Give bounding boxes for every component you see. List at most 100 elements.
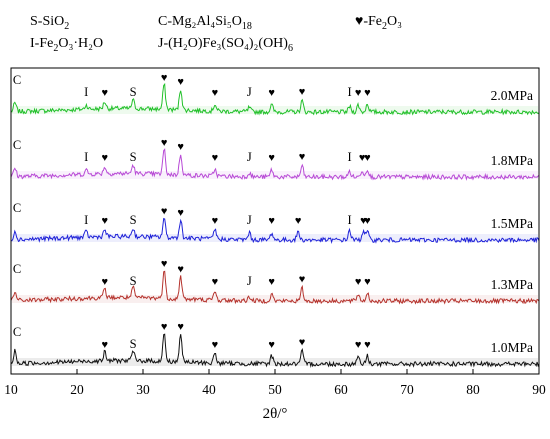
peak-marker-heart: ♥ [101,152,108,164]
peak-marker-heart: ♥ [299,151,306,163]
legend-entry: S-SiO2 [30,14,69,32]
legend-formula: -Mg₂Al₄Si₅O [167,14,242,29]
peak-marker-heart: ♥ [359,152,366,164]
series-1.3MPa: C♥ S♥ ♥♥ J ♥ ♥ ♥ ♥ 1.3MPa [10,258,540,305]
peak-label: I [347,150,351,164]
peak-marker-heart: ♥ [177,76,184,88]
legend-entry: C-Mg₂Al₄Si₅O18 [158,14,252,32]
series-band [12,295,538,303]
series-1.5MPa: CI ♥ S♥ ♥♥ J ♥ ♥ I ♥♥ 1.5MPa [11,201,540,244]
legend-subscript: 2 [382,21,387,32]
legend-formula: -SiO [38,14,64,29]
peak-marker-heart: ♥ [177,141,184,153]
peak-label: J [247,213,252,227]
peak-marker-heart: ♥ [268,215,275,227]
peak-marker-heart: ♥ [177,264,184,276]
peak-label: C [13,262,21,276]
legend-symbol: J [158,36,164,51]
peak-marker-heart: ♥ [101,215,108,227]
series-line [10,270,540,305]
peak-marker-heart: ♥ [212,152,219,164]
peak-marker-heart: ♥ [177,207,184,219]
legend-symbol: S [30,14,38,29]
x-tick-label: 70 [400,382,414,397]
peak-marker-heart: ♥ [360,215,367,227]
series-pressure-label: 1.8MPa [491,153,533,168]
legend-subscript: 18 [242,21,252,32]
series-pressure-label: 1.0MPa [491,340,533,355]
peak-label: S [130,150,137,164]
peak-marker-heart: ♥ [364,215,371,227]
peak-label: I [347,213,351,227]
peak-label: I [84,150,88,164]
peak-marker-heart: ♥ [364,152,371,164]
x-tick-label: 80 [466,382,480,397]
series-line [11,217,540,244]
peak-label: C [13,73,21,87]
x-axis-ticks: 10 20 30 40 50 60 70 80 90 [4,369,546,397]
legend: S-SiO2I-Fe2O₃·H₂OC-Mg₂Al₄Si₅O18J-(H₂O)Fe… [30,14,402,54]
x-tick-label: 20 [70,382,84,397]
x-tick-label: 50 [268,382,282,397]
peak-marker-heart: ♥ [299,86,306,98]
peak-label: S [130,337,137,351]
series-2.0MPa: CI ♥ S♥ ♥♥ J ♥ ♥ I ♥ ♥ 2.0MPa [10,72,540,116]
peak-label: S [130,213,137,227]
peak-label: C [13,325,21,339]
x-tick-label: 90 [532,382,546,397]
peak-marker-heart: ♥ [268,87,275,99]
legend-symbol: C [158,14,167,29]
peak-marker-heart: ♥ [268,339,275,351]
peak-marker-heart: ♥ [161,321,168,333]
peak-marker-heart: ♥ [101,339,108,351]
peak-marker-heart: ♥ [355,87,362,99]
peak-marker-heart: ♥ [161,72,168,84]
peak-marker-heart: ♥ [101,87,108,99]
series-band [12,171,538,179]
peak-marker-heart: ♥ [161,137,168,149]
series-line [10,333,540,368]
x-tick-label: 30 [136,382,150,397]
series-line [10,82,540,116]
x-tick-label: 60 [334,382,348,397]
legend-formula: -Fe [363,14,382,29]
legend-formula-tail: O₃·H₂O [58,36,103,51]
peak-marker-heart: ♥ [101,276,108,288]
series-pressure-label: 1.3MPa [491,277,533,292]
legend-formula-tail: O₃ [387,14,402,29]
peak-marker-heart: ♥ [299,273,306,285]
legend-formula: -(H₂O)Fe₃(SO₄)₂(OH) [163,36,288,51]
peak-marker-heart: ♥ [212,339,219,351]
peak-marker-heart: ♥ [355,276,362,288]
series-band [12,234,538,242]
x-tick-label: 40 [202,382,216,397]
peak-label: J [247,150,252,164]
peak-marker-heart: ♥ [364,339,371,351]
peak-label: I [84,85,88,99]
peak-label: I [84,213,88,227]
legend-entry: ♥-Fe2O₃ [355,14,402,32]
peak-label: S [130,85,137,99]
legend-symbol: ♥ [355,14,363,29]
peak-marker-heart: ♥ [268,152,275,164]
peak-label: I [347,85,351,99]
peak-marker-heart: ♥ [177,321,184,333]
legend-formula: -Fe [35,36,54,51]
legend-subscript: 2 [53,43,58,54]
series-line [10,148,540,181]
x-tick-label: 10 [4,382,18,397]
peak-marker-heart: ♥ [295,215,302,227]
peak-label: C [13,138,21,152]
series-pressure-label: 2.0MPa [491,88,533,103]
peak-marker-heart: ♥ [364,276,371,288]
peak-label: S [130,274,137,288]
peak-label: J [247,274,252,288]
peak-marker-heart: ♥ [355,339,362,351]
peak-marker-heart: ♥ [161,258,168,270]
peak-marker-heart: ♥ [212,215,219,227]
x-axis-label: 2θ/° [263,406,288,422]
peak-marker-heart: ♥ [212,87,219,99]
